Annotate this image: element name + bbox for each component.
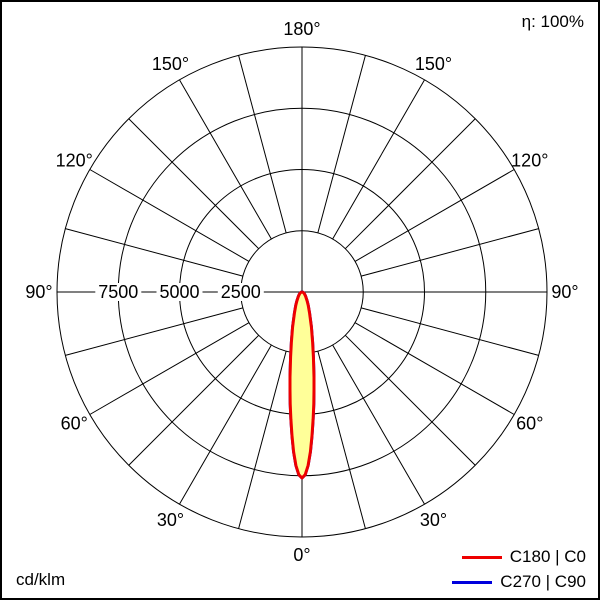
grid-spoke <box>179 79 272 240</box>
angle-label: 60° <box>516 414 543 434</box>
legend-line-c180-c0 <box>461 555 502 559</box>
grid-spoke <box>317 55 366 233</box>
legend-item: C270 | C90 <box>452 572 586 592</box>
grid-spoke <box>354 322 515 415</box>
angle-label: 90° <box>25 282 52 302</box>
angle-label: 120° <box>511 151 548 171</box>
radial-tick-label: 5000 <box>159 282 199 302</box>
series-curve <box>288 290 316 480</box>
grid-spoke <box>332 344 425 505</box>
grid-spoke <box>361 307 539 356</box>
grid-spoke <box>238 55 287 233</box>
grid-spoke <box>361 228 539 277</box>
grid-spoke <box>65 228 243 277</box>
tick-label-bg <box>95 283 142 301</box>
grid-spoke <box>179 344 272 505</box>
angle-label: 30° <box>157 510 184 530</box>
tick-label-bg <box>217 283 264 301</box>
angle-label: 120° <box>56 151 93 171</box>
grid-spoke <box>128 118 260 250</box>
grid-spoke <box>128 334 260 466</box>
angle-label: 180° <box>283 19 320 39</box>
grid-spoke <box>65 307 243 356</box>
radial-tick-label: 7500 <box>98 282 138 302</box>
legend-line-c270-c90 <box>452 580 493 584</box>
angle-label: 150° <box>415 54 452 74</box>
grid-spoke <box>344 118 476 250</box>
angle-label: 150° <box>152 54 189 74</box>
legend-label-c180-c0: C180 | C0 <box>509 547 586 566</box>
legend: C180 | C0 C270 | C90 <box>452 547 586 592</box>
grid-spoke <box>89 322 250 415</box>
grid-spoke <box>317 351 366 529</box>
angle-label: 90° <box>551 282 578 302</box>
units-label: cd/klm <box>16 570 66 589</box>
tick-label-bg <box>156 283 203 301</box>
legend-label-c270-c90: C270 | C90 <box>500 572 586 591</box>
radial-tick-label: 2500 <box>221 282 261 302</box>
angle-label: 60° <box>61 414 88 434</box>
angle-label: 0° <box>293 545 310 565</box>
grid-spoke <box>238 351 287 529</box>
legend-item: C180 | C0 <box>461 547 586 567</box>
grid-spoke <box>344 334 476 466</box>
grid-spoke <box>89 169 250 262</box>
efficiency-label: η: 100% <box>521 12 584 31</box>
grid-spoke <box>332 79 425 240</box>
angle-label: 30° <box>420 510 447 530</box>
grid-spoke <box>354 169 515 262</box>
